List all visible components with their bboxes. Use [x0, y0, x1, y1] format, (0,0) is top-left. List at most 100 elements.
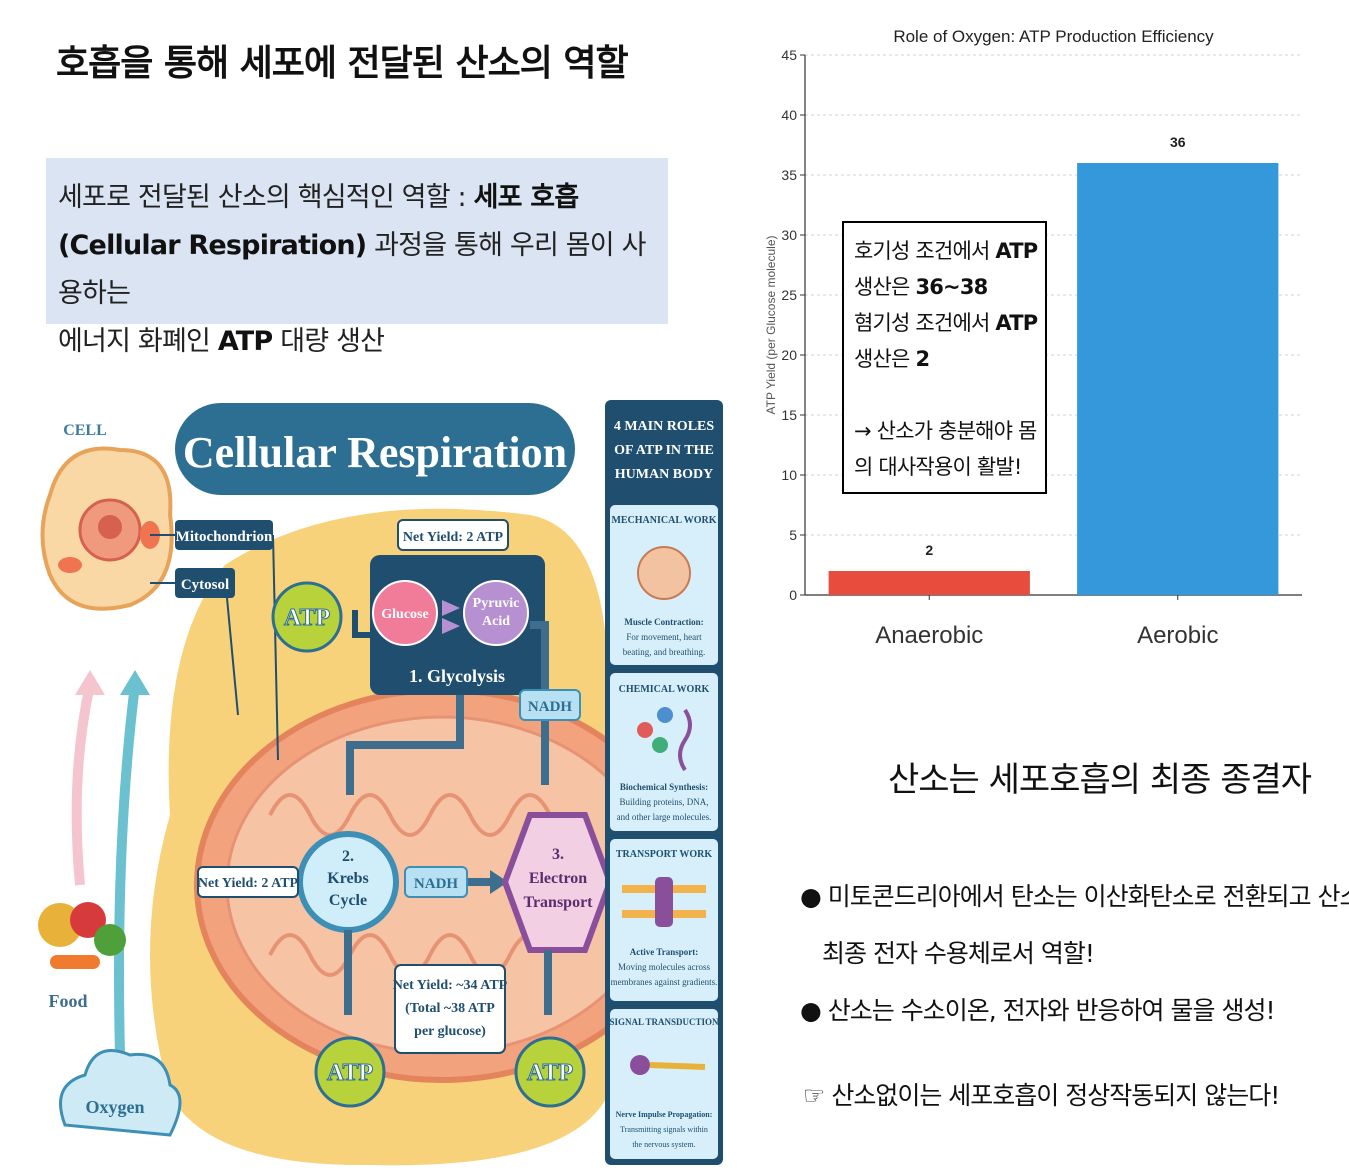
- net-yield-34-box: [394, 964, 506, 1054]
- x-tick-label: Anaerobic: [875, 622, 983, 649]
- role-desc-mechanical-3: beating, and breathing.: [623, 647, 705, 657]
- axon-icon: [649, 1062, 706, 1070]
- bullet-1b: 최종 전자 수용체로서 역할!: [822, 939, 1095, 968]
- atp-badge-top: [271, 581, 343, 653]
- oxygen-cloud-icon: [59, 1049, 182, 1137]
- atp-badge-right: [514, 1036, 586, 1108]
- x-tick-label: Aerobic: [1137, 622, 1218, 649]
- glucose-circle: [372, 580, 438, 646]
- y-tick-label: 20: [781, 347, 797, 363]
- bullet-2: ● 산소는 수소이온, 전자와 반응하여 물을 생성!: [800, 996, 1275, 1025]
- annot-line-3: 혐기성 조건에서 ATP: [854, 305, 1038, 341]
- y-tick-label: 10: [781, 467, 797, 483]
- annot-line-1: 호기성 조건에서 ATP: [854, 233, 1038, 269]
- nadh-mid-label: NADH: [414, 876, 458, 892]
- role-desc-mechanical-2: For movement, heart: [626, 632, 702, 642]
- nadh-top-label: NADH: [528, 699, 572, 715]
- annot-line-2: 생산은 36~38: [854, 269, 1035, 305]
- role-desc-transport-3: membranes against gradients.: [611, 977, 718, 987]
- role-card-chemical: [610, 673, 718, 831]
- y-tick-label: 0: [789, 587, 797, 603]
- food-arrow-head-icon: [75, 670, 105, 695]
- net34-line-2: (Total ~38 ATP: [405, 1001, 495, 1016]
- krebs-label-1: 2.: [342, 848, 354, 865]
- role-desc-signal-3: the nervous system.: [632, 1140, 695, 1149]
- corn-icon: [38, 903, 82, 947]
- bar-aerobic: [1077, 163, 1279, 595]
- oxygen-label: Oxygen: [85, 1097, 144, 1117]
- oxygen-arrow: [114, 684, 140, 1056]
- annot-text-3b: ATP: [995, 311, 1038, 335]
- intro-text-2: 과정을 통해 우리 몸이 사용하는: [58, 230, 646, 309]
- mito-small-icon: [58, 557, 82, 573]
- title-banner: [175, 403, 575, 495]
- annot-text-2a: 생산은: [854, 275, 916, 299]
- arrow-to-krebs: [346, 695, 464, 795]
- infographic-title: Cellular Respiration: [183, 428, 567, 477]
- roles-header-2: OF ATP IN THE: [614, 443, 714, 458]
- role-desc-chemical-3: and other large molecules.: [617, 812, 712, 822]
- role-title-mechanical: MECHANICAL WORK: [611, 515, 716, 526]
- glycolysis-label: 1. Glycolysis: [409, 666, 505, 686]
- annot-text-4b: 2: [915, 347, 930, 371]
- molecule-icon-2: [657, 707, 673, 723]
- apple-icon: [70, 902, 106, 938]
- cellular-respiration-infographic: CELL Mitochondrion Cytosol Cellular Resp…: [10, 395, 725, 1170]
- net-yield-top-box: [397, 519, 509, 551]
- y-tick-label: 35: [781, 167, 797, 183]
- food-arrow: [71, 683, 95, 886]
- intro-text-3: 에너지 화폐인: [58, 326, 218, 357]
- pyruvic-circle: [463, 580, 529, 646]
- net34-line-1: Net Yield: ~34 ATP: [393, 978, 508, 993]
- glucose-label: Glucose: [381, 607, 428, 622]
- annot-text-1a: 호기성 조건에서: [854, 239, 996, 263]
- neuron-icon: [630, 1055, 650, 1075]
- atp-badge-left-label: ATP: [327, 1060, 373, 1086]
- nadh-box-mid: [404, 866, 468, 898]
- intro-box: 세포로 전달된 산소의 핵심적인 역할 : 세포 호흡 (Cellular Re…: [46, 158, 668, 357]
- annot-text-4a: 생산은: [854, 347, 916, 371]
- atp-badge-right-label: ATP: [527, 1060, 573, 1086]
- net-yield-left: Net Yield: 2 ATP: [198, 876, 299, 891]
- role-desc-chemical-2: Building proteins, DNA,: [620, 797, 709, 807]
- bar-anaerobic: [828, 571, 1030, 595]
- muscle-icon: [637, 546, 691, 600]
- food-label: Food: [48, 991, 87, 1011]
- mito-label-box: [175, 520, 273, 550]
- electron-transport-hexagon: [501, 812, 614, 953]
- y-tick-label: 15: [781, 407, 797, 423]
- cytosol-label: Cytosol: [181, 577, 229, 593]
- oxygen-arrow-head-icon: [120, 670, 150, 695]
- role-title-chemical: CHEMICAL WORK: [619, 684, 710, 695]
- etc-label-2: Electron: [529, 870, 587, 887]
- role-title-transport: TRANSPORT WORK: [616, 849, 712, 860]
- pyruvic-label-2: Acid: [482, 614, 510, 629]
- cell-label: CELL: [63, 422, 107, 439]
- etc-label-3: Transport: [523, 894, 593, 911]
- bullet-1a: ● 미토콘드리아에서 탄소는 이산화탄소로 전환되고 산소는: [800, 882, 1349, 911]
- y-tick-label: 5: [789, 527, 797, 543]
- intro-text-1: 세포로 전달된 산소의 핵심적인 역할 :: [58, 182, 474, 213]
- mito-label: Mitochondrion: [176, 529, 273, 545]
- annot-line-5: → 산소가 충분해야 몸: [854, 419, 1037, 443]
- net-yield-top: Net Yield: 2 ATP: [403, 530, 504, 545]
- cytosol-pointer: [226, 597, 239, 716]
- arrow-icon: [442, 600, 460, 634]
- slide-title: 호흡을 통해 세포에 전달된 산소의 역할: [56, 43, 629, 84]
- carrot-icon: [50, 955, 100, 969]
- cytosol-label-box: [175, 568, 235, 598]
- atp-badge-top-label: ATP: [284, 605, 330, 631]
- roles-header-3: HUMAN BODY: [615, 467, 713, 482]
- krebs-label-3: Cycle: [329, 892, 367, 909]
- chart-title: Role of Oxygen: ATP Production Efficienc…: [893, 27, 1214, 46]
- role-desc-transport-1: Active Transport:: [630, 947, 698, 957]
- role-card-signal: [610, 1009, 718, 1159]
- pyruvic-label-1: Pyruvic: [473, 596, 520, 611]
- y-tick-label: 25: [781, 287, 797, 303]
- side-title: 산소는 세포호흡의 최종 종결자: [888, 760, 1312, 800]
- cristae-folds: [268, 793, 552, 837]
- y-tick-label: 30: [781, 227, 797, 243]
- annot-text-1b: ATP: [995, 239, 1038, 263]
- nadh-box-top: [519, 689, 581, 721]
- net-yield-left-box: [197, 866, 299, 898]
